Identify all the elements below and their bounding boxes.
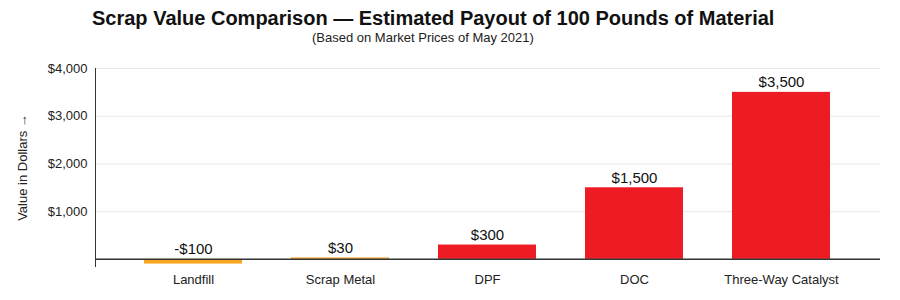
svg-text:$2,000: $2,000 xyxy=(48,156,88,171)
svg-text:$1,500: $1,500 xyxy=(612,169,658,186)
svg-text:Value in Dollars →: Value in Dollars → xyxy=(15,114,30,221)
svg-text:$1,000: $1,000 xyxy=(48,204,88,219)
svg-text:Scrap Metal: Scrap Metal xyxy=(306,272,375,287)
svg-text:Landfill: Landfill xyxy=(173,272,214,287)
svg-text:-$100: -$100 xyxy=(174,240,212,257)
svg-text:$300: $300 xyxy=(471,226,504,243)
svg-text:$3,000: $3,000 xyxy=(48,108,88,123)
svg-text:DPF: DPF xyxy=(475,272,501,287)
html-text:Scrap Value Comparison — Estim: Scrap Value Comparison — Estimated Payou… xyxy=(92,7,775,29)
html-text:(Based on Market Prices of May: (Based on Market Prices of May 2021) xyxy=(312,30,534,45)
svg-text:DOC: DOC xyxy=(620,272,649,287)
svg-text:$30: $30 xyxy=(328,239,353,256)
svg-text:$4,000: $4,000 xyxy=(48,61,88,76)
svg-text:$3,500: $3,500 xyxy=(759,73,805,90)
svg-text:Three-Way Catalyst: Three-Way Catalyst xyxy=(724,272,839,287)
